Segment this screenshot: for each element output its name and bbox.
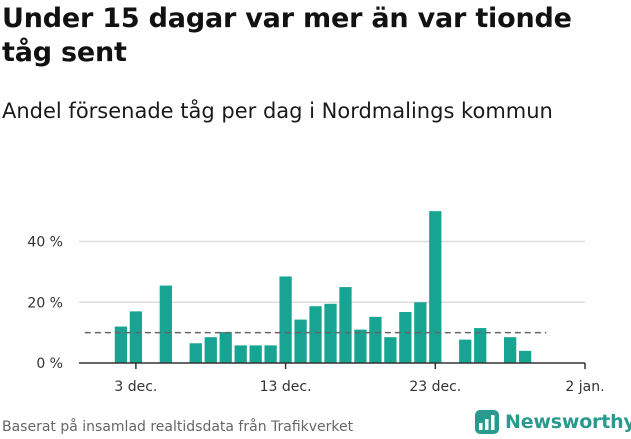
x-tick-label: 3 dec. — [114, 379, 157, 395]
x-axis: 3 dec. 13 dec. 23 dec. 2 jan. — [79, 362, 605, 395]
bar — [279, 276, 292, 363]
bar — [219, 332, 232, 363]
bar — [309, 306, 322, 363]
bar — [504, 337, 517, 363]
newsworthy-logo-icon — [475, 410, 499, 434]
y-tick-label: 20 % — [27, 295, 63, 311]
bar — [354, 329, 367, 363]
x-tick-label: 23 dec. — [409, 379, 461, 395]
y-tick-label: 0 % — [36, 356, 63, 372]
bar — [159, 285, 172, 363]
y-tick-label: 40 % — [27, 235, 63, 251]
bar — [369, 316, 382, 363]
bar — [129, 311, 143, 363]
bar — [294, 319, 307, 363]
bar — [264, 345, 277, 363]
bar — [429, 211, 442, 363]
bar — [204, 337, 217, 363]
source-note: Baserat på insamlad realtidsdata från Tr… — [2, 419, 354, 435]
bar — [384, 337, 397, 363]
bar — [234, 345, 247, 363]
bar — [474, 328, 487, 363]
y-axis-labels: 0 % 20 % 40 % — [27, 235, 63, 372]
chart-subtitle: Andel försenade tåg per dag i Nordmaling… — [2, 99, 553, 123]
bar — [459, 339, 472, 363]
brand[interactable]: Newsworthy — [475, 407, 631, 437]
bar — [114, 326, 128, 363]
x-tick-label: 2 jan. — [565, 379, 604, 395]
bar — [189, 343, 202, 363]
bar — [249, 345, 262, 363]
bar — [518, 350, 532, 363]
bar — [399, 311, 412, 363]
chart-title: Under 15 dagar var mer än var tionde tåg… — [2, 3, 572, 68]
bar — [339, 287, 352, 363]
x-tick-label: 13 dec. — [260, 379, 312, 395]
brand-name: Newsworthy — [505, 411, 631, 433]
gridlines — [79, 240, 585, 304]
bars — [114, 211, 532, 363]
